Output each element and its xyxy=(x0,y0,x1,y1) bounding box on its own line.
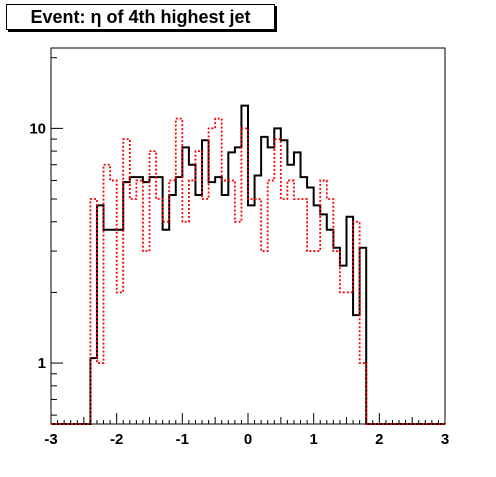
y-tick-label: 1 xyxy=(38,355,46,372)
ticks xyxy=(50,57,446,424)
y-tick-label: 10 xyxy=(29,120,46,137)
x-tick-label: -1 xyxy=(176,431,189,448)
x-tick-label: -3 xyxy=(44,431,57,448)
series-layer xyxy=(51,104,445,425)
axes xyxy=(50,47,446,425)
x-tick-label: -2 xyxy=(110,431,123,448)
histogram-line-dotted-red xyxy=(51,117,445,425)
tick-labels: -3 -2 -1 0 1 2 3 1 10 xyxy=(29,120,449,448)
x-tick-label: 2 xyxy=(375,431,383,448)
x-tick-label: 0 xyxy=(244,431,252,448)
chart-title: Event: η of 4th highest jet xyxy=(6,4,275,30)
plot-frame xyxy=(50,47,446,425)
x-tick-label: 1 xyxy=(309,431,317,448)
x-tick-label: 3 xyxy=(441,431,449,448)
histogram-line-solid-black xyxy=(51,104,445,425)
